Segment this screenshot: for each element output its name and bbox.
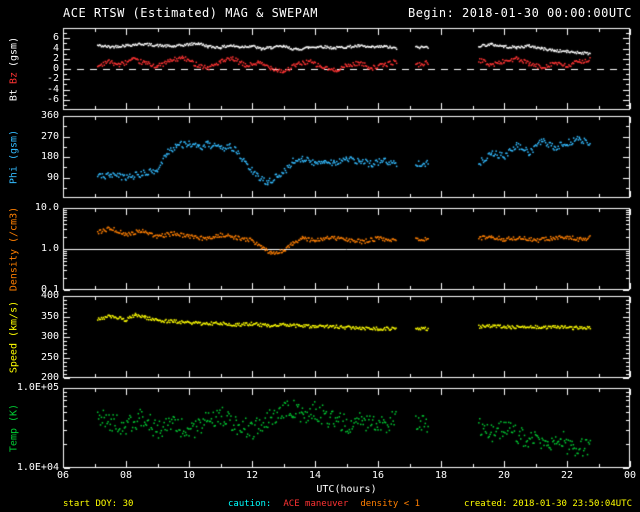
ylabel-part: Density (/cm3) [8, 206, 20, 292]
y-tick-label: 180 [40, 151, 59, 162]
y-tick-label: 10.0 [34, 202, 59, 213]
start-doy-label: start DOY: 30 [63, 499, 134, 509]
x-tick-label: 10 [182, 470, 196, 481]
ylabel-part: Bt [8, 89, 20, 102]
plot-title: ACE RTSW (Estimated) MAG & SWEPAM [63, 6, 318, 20]
ylabel-part: Speed (km/s) [8, 300, 20, 374]
y-tick-label: 1.0 [40, 243, 59, 254]
caution-label: caution: [228, 499, 272, 509]
y-tick-label: -4 [46, 83, 59, 95]
y-tick-label: 360 [40, 110, 59, 121]
y-tick-label: 1.0E+05 [16, 382, 59, 393]
y-tick-label: 90 [46, 171, 59, 183]
y-tick-label: -2 [46, 73, 59, 85]
x-tick-label: 08 [119, 470, 133, 481]
caution-maneuver-label: ACE maneuver [283, 499, 349, 509]
x-tick-label: 20 [497, 470, 511, 481]
y-tick-label: 400 [40, 290, 59, 301]
ylabel-part: Phi (gsm) [8, 129, 20, 185]
y-tick-label: 2 [52, 52, 59, 64]
y-tick-label: 0 [52, 63, 59, 74]
caution-group: caution: ACE maneuver density < 1 [228, 499, 420, 509]
ylabel-part: Bz [8, 72, 20, 85]
x-axis-title: UTC(hours) [316, 484, 377, 495]
x-tick-label: 12 [245, 470, 259, 481]
x-tick-label: 16 [371, 470, 385, 481]
ylabel-part: (gsm) [8, 36, 20, 68]
y-tick-label: 1.0E+04 [16, 462, 59, 473]
created-timestamp: created: 2018-01-30 23:50:04UTC [464, 499, 632, 509]
y-tick-label: 4 [52, 42, 59, 54]
y-tick-label: 0.1 [40, 284, 59, 295]
caution-density-label: density < 1 [360, 499, 420, 509]
y-tick-label: 300 [40, 331, 59, 342]
x-tick-label: 22 [560, 470, 574, 481]
x-tick-label: 18 [434, 470, 448, 481]
x-tick-label: 14 [308, 470, 322, 481]
x-tick-label: 00 [623, 470, 637, 481]
x-tick-label: 06 [56, 470, 70, 481]
y-tick-label: 250 [40, 351, 59, 363]
y-tick-label: 6 [52, 32, 59, 44]
title-bar: ACE RTSW (Estimated) MAG & SWEPAM Begin:… [63, 6, 632, 20]
y-tick-label: 200 [40, 372, 59, 383]
y-tick-label: -6 [46, 93, 59, 105]
y-tick-label: 350 [40, 310, 59, 322]
begin-timestamp: Begin: 2018-01-30 00:00:00UTC [407, 6, 632, 20]
ylabel-part: Temp (K) [8, 403, 20, 453]
y-tick-label: 270 [40, 130, 59, 142]
